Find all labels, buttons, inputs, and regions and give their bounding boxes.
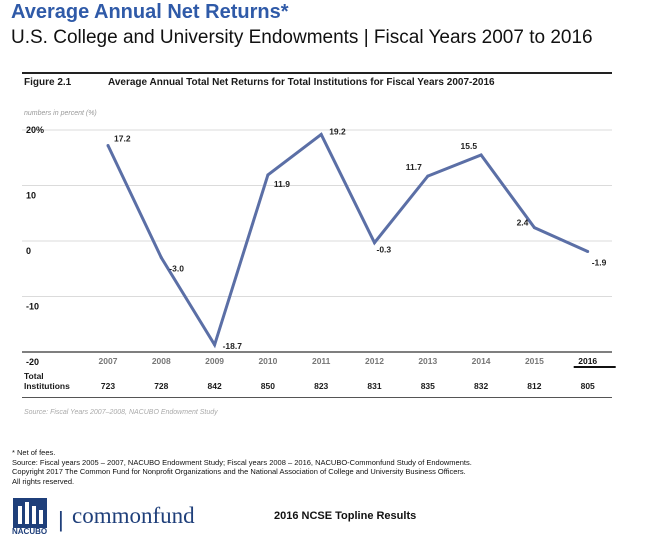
figure-number: Figure 2.1 (24, 77, 72, 88)
x-tick-label: 2011 (312, 356, 331, 366)
x-tick-label: 2014 (472, 356, 491, 366)
total-institutions-value: 832 (474, 381, 489, 391)
footnotes: * Net of fees. Source: Fiscal years 2005… (12, 448, 472, 486)
total-institutions-value: 842 (207, 381, 222, 391)
data-point (586, 250, 590, 254)
total-institutions-value: 823 (314, 381, 329, 391)
data-label: -1.9 (592, 258, 607, 268)
total-institutions-value: 728 (154, 381, 169, 391)
x-tick-label: 2013 (418, 356, 437, 366)
y-tick-label: 20% (26, 125, 44, 135)
commonfund-logo: commonfund (72, 503, 195, 528)
data-point (319, 132, 323, 136)
data-point (479, 153, 483, 157)
x-tick-label: 2016 (578, 356, 597, 366)
x-tick-label: 2009 (205, 356, 224, 366)
x-tick-label: 2012 (365, 356, 384, 366)
data-label: 19.2 (329, 126, 346, 136)
line-chart: 20% 10 0 -10 -20 2007 2008 2009 2010 2011 2012 2013… (22, 125, 616, 368)
footnote-net-of-fees: * Net of fees. (12, 448, 56, 457)
y-tick-label: -10 (26, 302, 39, 312)
nacubo-logo-text: NACUBO (12, 527, 48, 536)
report-title: 2016 NCSE Topline Results (274, 510, 417, 522)
total-label-line1: Total (24, 371, 44, 381)
footnote-source: Source: Fiscal years 2005 – 2007, NACUBO… (12, 457, 472, 467)
data-point (426, 174, 430, 178)
figure-source: Source: Fiscal Years 2007–2008, NACUBO E… (24, 409, 218, 416)
nacubo-logo-icon (13, 498, 47, 528)
page-title: Average Annual Net Returns* (11, 1, 289, 23)
footnote-copyright: Copyright 2017 The Common Fund for Nonpr… (12, 467, 466, 476)
x-tick-label: 2008 (152, 356, 171, 366)
figure-bottom-rule (22, 397, 612, 398)
x-tick-label: 2015 (525, 356, 544, 366)
total-label-line2: Institutions (24, 381, 70, 391)
figure-title: Average Annual Total Net Returns for Tot… (108, 77, 495, 88)
data-point (532, 226, 536, 230)
footnote-rights: All rights reserved. (12, 476, 75, 486)
total-institutions-value: 835 (420, 381, 435, 391)
data-label: 2.4 (517, 218, 529, 228)
units-note: numbers in percent (%) (24, 110, 97, 117)
logo-separator: | (58, 507, 64, 532)
series-line (106, 132, 589, 349)
data-label: 11.9 (274, 179, 290, 189)
data-label: -3.0 (169, 264, 184, 274)
total-institutions-label: Total Institutions (24, 371, 70, 391)
total-institutions-value: 805 (580, 381, 595, 391)
data-label: 17.2 (114, 134, 131, 144)
total-institutions-value: 723 (100, 381, 116, 391)
data-label: 15.5 (461, 141, 478, 151)
data-label: 11.7 (406, 162, 422, 172)
data-point (373, 241, 376, 245)
total-institutions-value: 812 (527, 381, 542, 391)
total-institutions-value: 850 (260, 381, 275, 391)
x-tick-label: 2007 (99, 356, 118, 366)
figure-top-rule (22, 72, 612, 74)
data-label: -18.7 (223, 341, 243, 351)
total-institutions-value: 831 (367, 381, 382, 391)
y-tick-label: -20 (26, 357, 39, 367)
page-subtitle: U.S. College and University Endowments |… (11, 27, 593, 48)
data-point (106, 144, 110, 148)
data-point (213, 343, 217, 347)
x-tick-label: 2010 (258, 356, 277, 366)
y-tick-label: 0 (26, 246, 31, 256)
data-point (159, 256, 163, 260)
data-label: -0.3 (377, 245, 392, 255)
data-point (266, 173, 270, 177)
y-tick-label: 10 (26, 191, 36, 201)
